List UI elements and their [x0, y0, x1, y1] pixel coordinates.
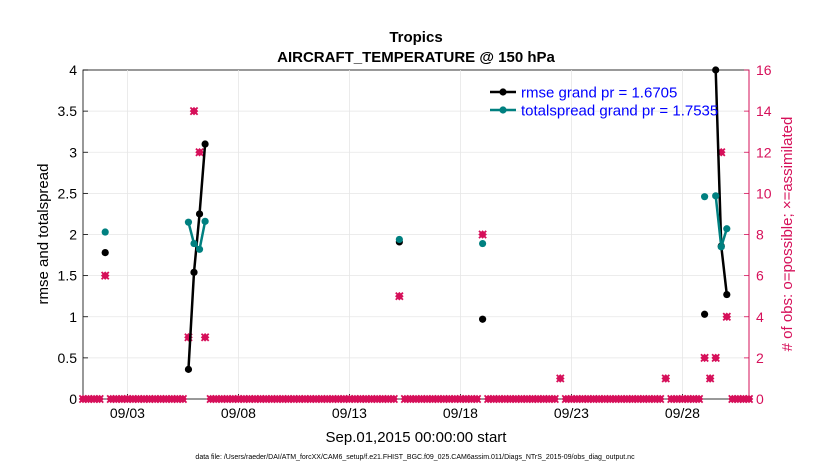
x-tick-label: 09/13 — [332, 405, 367, 421]
legend-spread-label: totalspread grand pr = 1.7535 — [521, 103, 718, 120]
x-tick-label: 09/28 — [665, 405, 700, 421]
obs-assimilated-x — [195, 148, 204, 157]
x-tick-label: 09/03 — [110, 405, 145, 421]
series-point-1 — [195, 245, 204, 253]
series-point-1 — [701, 193, 709, 201]
series-point-1 — [712, 192, 720, 200]
y-tick-label: 3 — [69, 144, 77, 160]
obs-assimilated-x — [744, 394, 754, 404]
series-point-0 — [101, 248, 109, 257]
series-point-0 — [712, 66, 720, 74]
series-point-1 — [201, 217, 209, 225]
obs-assimilated-x — [95, 394, 104, 404]
y2-tick-label: 2 — [756, 350, 764, 366]
chart-title: Tropics — [389, 29, 442, 46]
y-tick-label: 0 — [69, 391, 77, 407]
x-tick-label: 09/18 — [443, 405, 478, 421]
y2-tick-label: 16 — [756, 62, 772, 78]
obs-assimilated-x — [661, 374, 670, 383]
legend-rmse-marker — [499, 88, 507, 96]
y-tick-label: 1 — [69, 309, 77, 325]
obs-assimilated-x — [550, 394, 559, 404]
y-tick-label: 2 — [69, 227, 77, 243]
chart-subtitle: AIRCRAFT_TEMPERATURE @ 150 hPa — [277, 49, 555, 66]
x-tick-label: 09/23 — [554, 405, 589, 421]
series-point-1 — [717, 243, 725, 251]
y2-tick-label: 0 — [756, 391, 764, 407]
obs-assimilated-x — [700, 353, 709, 363]
y2-tick-label: 14 — [756, 103, 772, 119]
series-point-1 — [395, 235, 403, 244]
obs-assimilated-x — [705, 374, 715, 383]
obs-assimilated-x — [178, 394, 188, 404]
y2-tick-label: 6 — [756, 268, 764, 284]
series-point-1 — [723, 225, 731, 233]
y2-axis-label: # of obs: o=possible; ×=assimilated — [779, 117, 796, 352]
y2-tick-label: 10 — [756, 185, 772, 201]
obs-assimilated-x — [389, 394, 399, 404]
data-series — [101, 66, 731, 373]
obs-assimilated-x — [478, 230, 487, 239]
series-point-0 — [479, 315, 487, 323]
y-tick-label: 2.5 — [58, 185, 78, 201]
y-tick-label: 0.5 — [58, 350, 78, 366]
y-axis-label: rmse and totalspread — [35, 164, 52, 305]
y-tick-label: 1.5 — [58, 268, 78, 284]
data-file-caption: data file: /Users/raeder/DAI/ATM_forcXX/… — [195, 454, 635, 461]
obs-assimilated-x — [722, 312, 732, 321]
obs-assimilated-x — [655, 394, 665, 404]
series-point-0 — [184, 365, 193, 373]
y2-tick-label: 4 — [756, 309, 764, 325]
obs-assimilated-x — [100, 271, 110, 280]
obs-assimilated-x — [200, 333, 210, 342]
obs-assimilated-x — [711, 353, 720, 363]
x-tick-label: 09/08 — [221, 405, 256, 421]
series-point-0 — [190, 268, 198, 276]
y2-tick-label: 8 — [756, 227, 764, 243]
series-point-1 — [101, 228, 109, 236]
y2-tick-label: 12 — [756, 144, 772, 160]
series-point-0 — [201, 140, 209, 148]
legend-spread-marker — [499, 106, 507, 114]
series-point-0 — [723, 290, 731, 299]
series-line-1 — [187, 221, 207, 251]
series-point-1 — [190, 239, 198, 248]
x-axis-label: Sep.01,2015 00:00:00 start — [326, 429, 508, 446]
obs-count-series — [78, 106, 754, 404]
series-point-1 — [479, 239, 487, 248]
series-point-0 — [701, 310, 709, 318]
obs-assimilated-x — [694, 394, 704, 404]
obs-assimilated-x — [556, 374, 565, 383]
obs-assimilated-x — [189, 106, 199, 116]
obs-assimilated-x — [395, 291, 404, 301]
legend: rmse grand pr = 1.6705 totalspread grand… — [490, 85, 718, 120]
y-tick-label: 3.5 — [58, 103, 78, 119]
obs-assimilated-x — [472, 394, 482, 404]
series-point-0 — [195, 210, 204, 218]
y-tick-label: 4 — [69, 62, 77, 78]
series-point-1 — [184, 218, 193, 226]
legend-rmse-label: rmse grand pr = 1.6705 — [521, 85, 677, 102]
